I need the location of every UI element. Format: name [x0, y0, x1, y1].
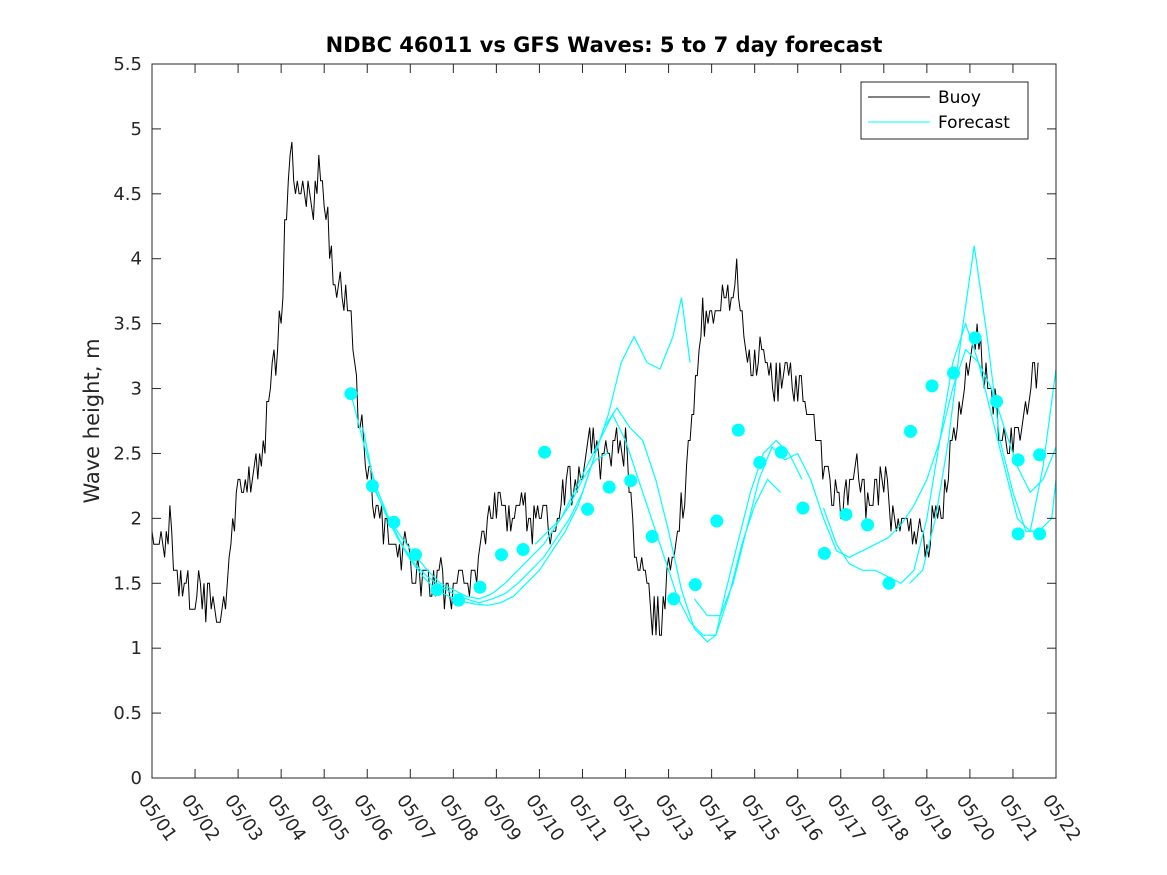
- forecast-point: [688, 578, 702, 592]
- legend: Buoy Forecast: [860, 81, 1029, 140]
- y-tick-label: 3.5: [113, 314, 142, 335]
- y-tick-label: 5.5: [113, 54, 142, 75]
- y-tick-label: 0.5: [113, 703, 142, 724]
- forecast-point: [452, 593, 465, 607]
- axes-box: [151, 63, 1057, 779]
- forecast-point: [925, 379, 939, 393]
- forecast-point: [473, 580, 487, 594]
- forecast-point: [1033, 527, 1047, 541]
- forecast-point: [861, 518, 874, 532]
- forecast-point: [904, 424, 917, 438]
- forecast-point: [645, 530, 659, 543]
- forecast-point: [516, 543, 530, 556]
- y-tick-label: 3: [131, 379, 142, 400]
- y-tick-label: 1.5: [113, 573, 142, 594]
- legend-label-buoy: Buoy: [938, 88, 981, 108]
- forecast-point: [602, 480, 616, 494]
- y-tick-label: 4.5: [113, 184, 142, 205]
- y-tick-label: 0: [131, 768, 142, 789]
- forecast-point: [839, 508, 853, 521]
- legend-box: [860, 81, 1029, 140]
- y-tick-label: 1: [131, 638, 142, 659]
- forecast-point: [753, 456, 767, 469]
- plot-series: [152, 141, 1056, 643]
- forecast-point: [430, 583, 444, 597]
- forecast-point: [1011, 453, 1025, 467]
- forecast-point: [774, 445, 788, 459]
- forecast-point: [817, 546, 831, 560]
- forecast-point: [710, 514, 724, 528]
- chart-title: NDBC 46011 vs GFS Waves: 5 to 7 day fore…: [326, 33, 883, 57]
- forecast-point: [387, 515, 401, 529]
- forecast-point: [624, 474, 638, 488]
- forecast-point: [882, 576, 896, 590]
- forecast-point: [968, 331, 982, 345]
- forecast-point: [1033, 448, 1047, 462]
- forecast-point: [581, 502, 595, 516]
- forecast-point: [409, 548, 422, 562]
- forecast-point: [667, 592, 681, 606]
- forecast-point: [344, 387, 358, 401]
- forecast-point: [990, 395, 1004, 408]
- y-axis-label: Wave height, m: [80, 338, 104, 503]
- y-tick-label: 5: [131, 119, 142, 140]
- forecast-point: [365, 479, 379, 493]
- forecast-run-line-3: [370, 406, 803, 643]
- forecast-point: [1011, 527, 1025, 541]
- forecast-point: [796, 501, 810, 515]
- forecast-run-line-6: [822, 321, 1056, 585]
- forecast-point: [731, 423, 745, 437]
- legend-label-forecast: Forecast: [938, 113, 1010, 133]
- plot-area: [152, 141, 1056, 643]
- y-tick-label: 2.5: [113, 443, 142, 464]
- forecast-point: [495, 548, 508, 562]
- forecast-run-line-2: [362, 297, 691, 604]
- forecast-point: [947, 366, 960, 380]
- y-tick-label: 2: [131, 508, 142, 529]
- y-tick-label: 4: [131, 249, 142, 270]
- forecast-point: [538, 445, 552, 459]
